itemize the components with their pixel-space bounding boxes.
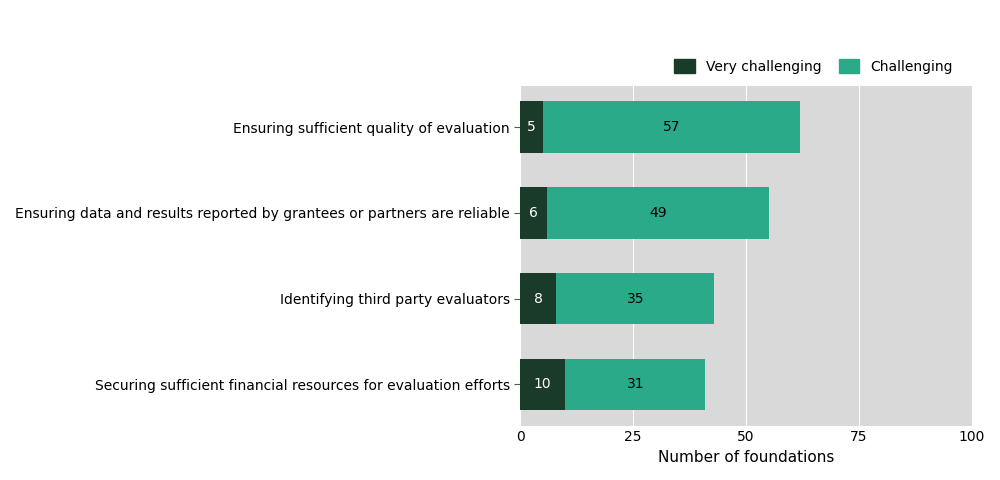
Bar xyxy=(556,273,714,324)
Text: 31: 31 xyxy=(627,377,644,391)
Legend: Very challenging, Challenging: Very challenging, Challenging xyxy=(667,52,960,81)
Bar xyxy=(543,101,800,153)
Text: 49: 49 xyxy=(649,206,667,220)
Bar xyxy=(520,101,543,153)
Bar xyxy=(520,359,565,410)
Text: 5: 5 xyxy=(527,120,536,134)
Text: 10: 10 xyxy=(534,377,552,391)
Bar xyxy=(547,187,769,239)
Text: 6: 6 xyxy=(529,206,538,220)
X-axis label: Number of foundations: Number of foundations xyxy=(658,450,834,465)
Text: 57: 57 xyxy=(663,120,680,134)
Bar xyxy=(520,273,556,324)
Bar xyxy=(520,187,547,239)
Bar xyxy=(565,359,705,410)
Text: 8: 8 xyxy=(534,292,543,306)
Text: 35: 35 xyxy=(627,292,644,306)
